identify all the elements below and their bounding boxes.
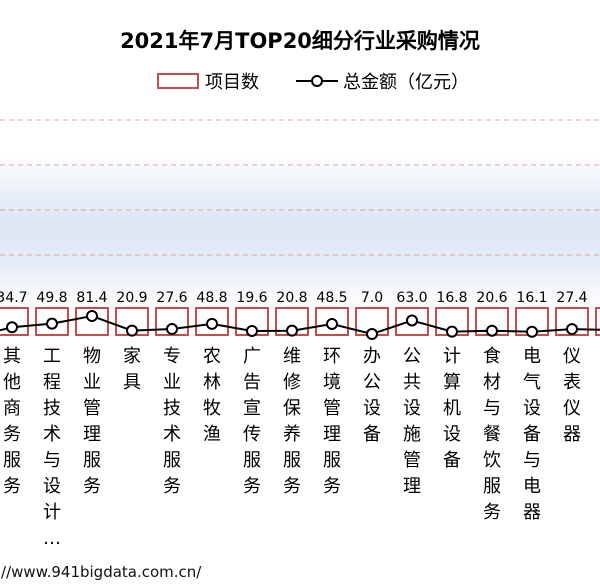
legend-bar-swatch <box>157 73 199 89</box>
point-5 <box>206 317 218 330</box>
bar-10 <box>395 307 429 336</box>
category-label-3: 家具 <box>123 346 141 393</box>
amount-line <box>0 314 600 336</box>
bar-8 <box>315 307 349 336</box>
point-4 <box>166 323 178 336</box>
category-labels: 其他商务服务 工程技术与设计… 物业管理服务 家具 专业技术服务 农林牧渔 广告宣传服务 维修… <box>3 346 581 549</box>
value-label-7: 20.8 <box>276 290 307 306</box>
point-6 <box>246 324 258 337</box>
bar-0 <box>0 307 29 336</box>
value-label-0: 34.7 <box>0 290 28 306</box>
value-label-6: 19.6 <box>236 290 267 306</box>
value-label-4: 27.6 <box>156 290 187 306</box>
point-2 <box>86 310 98 322</box>
amount-points <box>6 310 578 340</box>
point-10 <box>406 314 418 327</box>
category-label-2: 物业管理服务 <box>83 346 101 497</box>
value-label-3: 20.9 <box>116 290 147 306</box>
category-label-5: 农林牧渔 <box>203 346 221 445</box>
category-label-13: 电气设备与电器 <box>523 346 541 523</box>
category-label-4: 专业技术服务 <box>163 346 181 497</box>
value-label-1: 49.8 <box>36 290 67 306</box>
point-9 <box>366 328 378 340</box>
source-url: ://www.941bigdata.com.cn/ <box>0 563 202 581</box>
category-label-1: 工程技术与设计… <box>43 346 61 549</box>
point-1 <box>46 317 58 330</box>
legend-line-marker <box>311 75 323 87</box>
category-label-12: 食材与餐饮服务 <box>483 346 501 523</box>
point-3 <box>126 324 138 337</box>
legend: 项目数 总金额（亿元） <box>157 72 469 93</box>
value-label-9: 7.0 <box>361 290 383 306</box>
legend-bar-label: 项目数 <box>205 72 259 93</box>
point-12 <box>486 324 498 337</box>
point-8 <box>326 317 338 330</box>
category-label-6: 广告宣传服务 <box>243 346 261 497</box>
value-label-14: 27.4 <box>556 290 587 306</box>
point-14 <box>566 323 578 336</box>
value-label-8: 48.5 <box>316 290 347 306</box>
value-label-5: 48.8 <box>196 290 227 306</box>
category-label-9: 办公设备 <box>363 346 381 445</box>
plot-background <box>0 150 600 310</box>
legend-line-label: 总金额（亿元） <box>343 72 469 93</box>
point-7 <box>286 324 298 337</box>
category-label-14: 仪表仪器 <box>563 346 581 445</box>
value-label-12: 20.6 <box>476 290 507 306</box>
point-11 <box>446 325 458 338</box>
point-0 <box>6 321 18 334</box>
category-label-7: 维修保养服务 <box>283 346 301 497</box>
bar-5 <box>195 307 229 336</box>
category-label-10: 公共设施管理 <box>403 346 421 497</box>
value-label-10: 63.0 <box>396 290 427 306</box>
value-label-13: 16.1 <box>516 290 547 306</box>
category-label-0: 其他商务服务 <box>3 346 21 497</box>
gridlines <box>0 119 600 256</box>
bar-15 <box>595 307 600 336</box>
value-labels: 34.7 49.8 81.4 20.9 27.6 48.8 19.6 20.8 48.5 7.0 6… <box>0 290 588 306</box>
value-label-2: 81.4 <box>76 290 107 306</box>
category-label-11: 计算机设备 <box>443 346 461 471</box>
category-label-8: 环境管理服务 <box>323 346 341 497</box>
value-label-11: 16.8 <box>436 290 467 306</box>
point-13 <box>526 325 538 338</box>
chart-title: 2021年7月TOP20细分行业采购情况 <box>120 29 480 53</box>
